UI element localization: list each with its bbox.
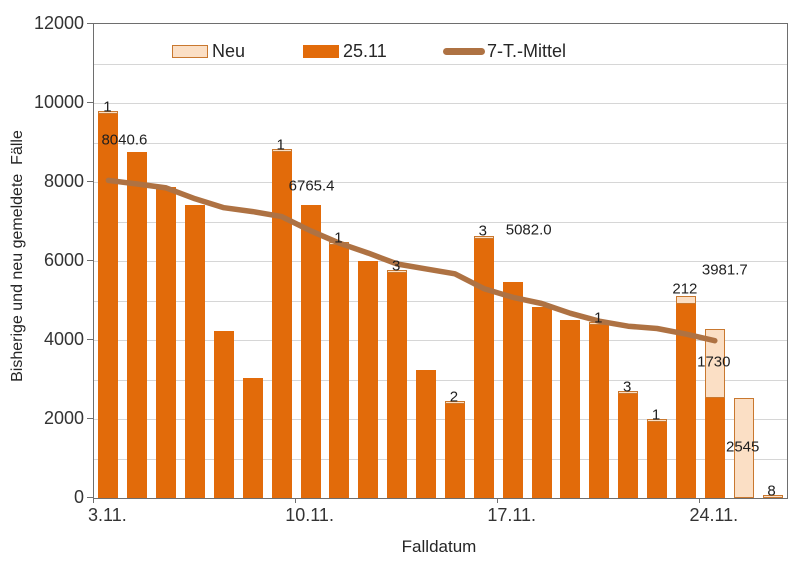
x-axis-tick bbox=[497, 498, 499, 503]
bar-segment-previous bbox=[704, 397, 725, 498]
legend-7t-mittel-label: 7-T.-Mittel bbox=[487, 41, 567, 61]
gridline bbox=[94, 63, 787, 65]
line-point-label: 8040.6 bbox=[101, 131, 148, 149]
x-axis-tick-label: 3.11. bbox=[88, 505, 127, 525]
bar-segment-previous bbox=[618, 393, 639, 498]
bar-segment-previous bbox=[358, 261, 379, 498]
bar-segment-previous bbox=[185, 204, 206, 498]
y-axis-tick bbox=[87, 181, 93, 182]
neu-value-label: 1 bbox=[651, 406, 661, 424]
gridline bbox=[94, 379, 787, 381]
bar-segment-new bbox=[98, 110, 119, 114]
gridline bbox=[94, 340, 787, 341]
bar-segment-previous bbox=[560, 319, 581, 498]
gridline bbox=[94, 142, 787, 144]
y-axis-tick-label: 8000 bbox=[43, 171, 84, 191]
bar-segment-previous bbox=[127, 152, 148, 498]
neu-value-label: 212 bbox=[672, 280, 698, 298]
bar-segment-new bbox=[704, 329, 725, 398]
y-axis-tick-label: 0 bbox=[73, 487, 84, 507]
y-axis-tick-label: 10000 bbox=[33, 92, 84, 112]
bar-segment-new bbox=[675, 296, 696, 305]
bar-segment-previous bbox=[156, 186, 177, 498]
x-axis-tick-label: 24.11. bbox=[689, 505, 739, 525]
bar-segment-previous bbox=[531, 307, 552, 498]
bar-segment-previous bbox=[213, 330, 234, 498]
legend-7t-mittel-line-swatch bbox=[443, 48, 485, 55]
x-axis-title: Falldatum bbox=[401, 537, 477, 556]
gridline bbox=[94, 103, 787, 104]
bar-segment-new bbox=[762, 495, 783, 498]
bar-segment-previous bbox=[98, 113, 119, 498]
gridline bbox=[94, 300, 787, 302]
y-axis-tick bbox=[87, 260, 93, 261]
bar-segment-previous bbox=[444, 404, 465, 498]
neu-value-label: 1 bbox=[103, 98, 112, 116]
x-axis-tick bbox=[295, 498, 297, 503]
y-axis-tick bbox=[87, 418, 93, 419]
neu-value-label: 1 bbox=[334, 229, 343, 247]
line-point-label: 5082.0 bbox=[505, 221, 552, 239]
y-axis-tick bbox=[87, 339, 93, 340]
bar-segment-new bbox=[618, 390, 639, 394]
bar-segment-previous bbox=[473, 238, 494, 498]
line-point-label: 6765.4 bbox=[288, 177, 335, 195]
bar-segment-new bbox=[444, 401, 465, 404]
line-point-label: 3981.7 bbox=[701, 261, 748, 279]
seven-day-average-line bbox=[105, 177, 718, 344]
bar-segment-previous bbox=[329, 245, 350, 498]
bar-segment-previous bbox=[271, 152, 292, 498]
bar-segment-previous bbox=[589, 325, 610, 498]
x-axis-tick-label: 17.11. bbox=[487, 505, 537, 525]
bar-segment-previous bbox=[502, 282, 523, 498]
bar-segment-new bbox=[271, 149, 292, 153]
gridline bbox=[94, 458, 787, 460]
bar-segment-new bbox=[387, 269, 408, 273]
legend-neu-label: Neu bbox=[212, 41, 246, 61]
y-axis-tick-label: 6000 bbox=[43, 250, 84, 270]
gridline bbox=[94, 221, 787, 223]
neu-value-label: 8 bbox=[767, 482, 776, 500]
neu-value-label: 2 bbox=[449, 388, 459, 406]
neu-value-label: 2545 bbox=[726, 438, 760, 456]
y-axis-tick-label: 4000 bbox=[43, 329, 84, 349]
plot-area bbox=[93, 23, 788, 499]
bar-segment-new bbox=[473, 235, 494, 239]
x-axis-tick bbox=[699, 498, 701, 503]
neu-value-label: 3 bbox=[478, 222, 487, 240]
y-axis-tick bbox=[87, 23, 93, 24]
x-axis-tick-label: 10.11. bbox=[285, 505, 334, 525]
y-axis-tick bbox=[87, 102, 93, 103]
neu-value-label: 3 bbox=[392, 257, 401, 275]
bar-segment-new bbox=[647, 419, 668, 423]
neu-value-label: 1 bbox=[276, 136, 285, 154]
gridline bbox=[94, 261, 787, 262]
bar-segment-previous bbox=[300, 204, 321, 498]
bar-segment-previous bbox=[387, 272, 408, 498]
bar-segment-previous bbox=[416, 370, 437, 498]
legend bbox=[165, 34, 628, 63]
gridline bbox=[94, 419, 787, 420]
y-axis-tick-label: 2000 bbox=[43, 408, 84, 428]
bar-segment-previous bbox=[675, 304, 696, 498]
x-axis-tick bbox=[93, 498, 94, 503]
bar-segment-previous bbox=[647, 422, 668, 498]
legend-neu-swatch bbox=[172, 45, 208, 58]
neu-value-label: 3 bbox=[623, 378, 632, 396]
legend-2511-label: 25.11 bbox=[343, 41, 387, 61]
neu-value-label: 1 bbox=[594, 309, 603, 327]
gridline bbox=[94, 182, 787, 183]
y-axis-tick bbox=[87, 497, 93, 498]
y-axis-tick-label: 12000 bbox=[33, 13, 84, 33]
bar-segment-new bbox=[733, 397, 754, 498]
bar-segment-previous bbox=[242, 378, 263, 498]
legend-2511-swatch bbox=[303, 45, 339, 58]
neu-value-label: 1730 bbox=[697, 353, 731, 371]
